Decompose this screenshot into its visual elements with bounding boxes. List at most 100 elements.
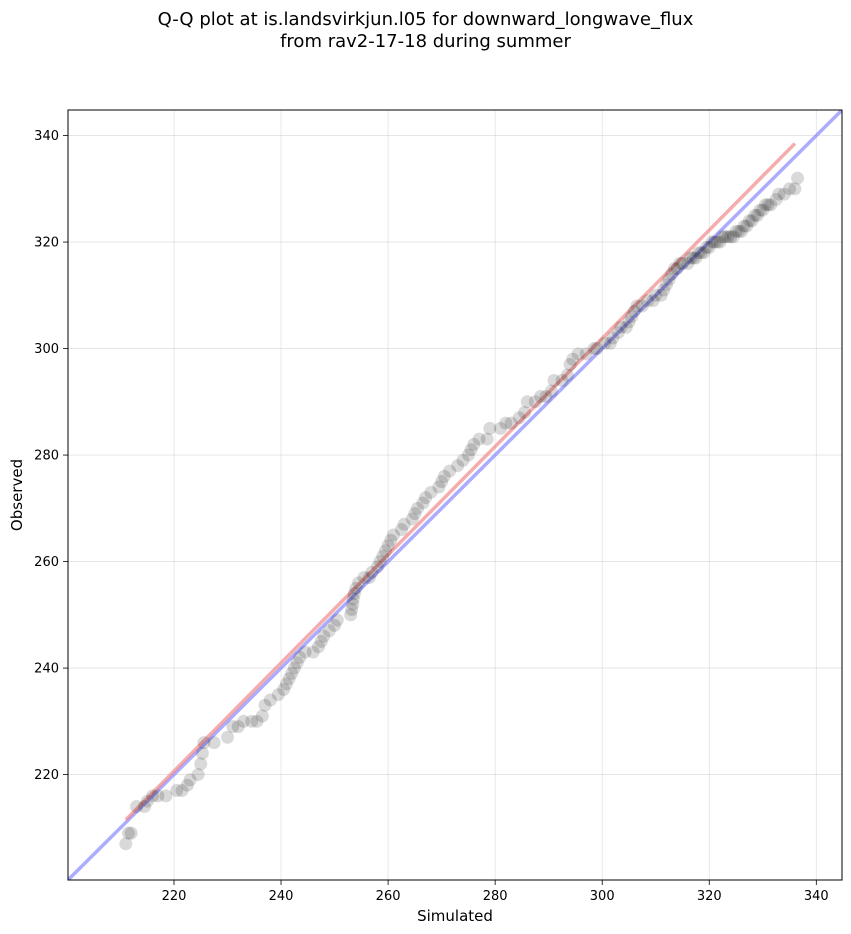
quantile-point [657,283,671,297]
quantile-point [197,736,211,750]
quantile-point [346,597,360,611]
quantile-point [175,784,189,798]
quantile-point [357,571,371,585]
quantile-point [328,618,342,632]
y-tick-label: 260 [34,555,59,570]
x-tick-label: 240 [269,889,294,904]
quantile-point [344,608,358,622]
quantile-point [271,688,285,702]
quantile-point [619,320,633,334]
quantile-point [700,240,714,254]
quantile-point [742,214,756,228]
quantile-point [183,773,197,787]
quantile-point [563,358,577,372]
quantile-point [675,256,689,270]
quantile-point [547,374,561,388]
quantile-point [451,459,465,473]
quantile-point [587,342,601,356]
grid-lines [68,110,842,880]
quantile-point [195,746,209,760]
quantile-point [665,267,679,281]
quantile-point [788,182,802,196]
quantile-point [579,347,593,361]
y-tick-label: 320 [34,236,59,251]
quantile-point [614,320,628,334]
quantile-point [512,411,526,425]
quantile-point [718,230,732,244]
quantile-point [349,581,363,595]
quantile-point [504,416,518,430]
quantile-point [630,299,644,313]
quantile-point [255,709,269,723]
quantile-point [408,507,422,521]
quantile-point [772,187,786,201]
quantile-point [293,650,307,664]
quantile-point [646,294,660,308]
quantile-point [397,517,411,531]
quantile-point [245,714,259,728]
quantile-points [119,171,805,851]
quantile-point [756,203,770,217]
quantile-point [159,789,173,803]
quantile-point [464,443,478,457]
x-tick-label: 320 [697,889,722,904]
quantile-point [282,672,296,686]
quantile-point [753,203,767,217]
y-tick-label: 280 [34,449,59,464]
quantile-point [716,230,730,244]
quantile-point [138,800,152,814]
x-tick-label: 280 [483,889,508,904]
identity-line [68,110,842,880]
quantile-point [124,826,138,840]
quantile-point [622,315,636,329]
quantile-point [250,714,264,728]
quantile-point [625,310,639,324]
quantile-point [748,208,762,222]
quantile-point [345,602,359,616]
quantile-point [194,757,208,771]
quantile-point [697,246,711,260]
y-tick-label: 220 [34,768,59,783]
quantile-point [130,800,144,814]
x-axis-label: Simulated [417,907,493,925]
quantile-point [140,794,154,808]
quantile-point [603,336,617,350]
quantile-point [191,768,205,782]
quantile-point [237,714,251,728]
x-tick-label: 260 [376,889,401,904]
quantile-point [758,198,772,212]
quantile-point [443,464,457,478]
quantile-point [764,198,778,212]
quantile-point [437,469,451,483]
quantile-point [544,384,558,398]
quantile-point [708,235,722,249]
quantile-point [635,299,649,313]
quantile-point [467,437,481,451]
quantile-point [729,224,743,238]
quantile-point [667,262,681,276]
quantile-point [520,395,534,409]
quantile-point [783,182,797,196]
quantile-point [713,235,727,249]
quantile-point [769,192,783,206]
quantile-point [226,720,240,734]
quantile-point [472,432,486,446]
quantile-point [263,693,277,707]
quantile-point [312,640,326,654]
quantile-point [322,624,336,638]
quantile-point [566,352,580,366]
quantile-point [435,475,449,489]
quantile-point [231,720,245,734]
quantile-point [724,230,738,244]
quantile-point [416,496,430,510]
quantile-point [285,666,299,680]
quantile-point [151,789,165,803]
quantile-point [258,698,272,712]
quantile-point [740,219,754,233]
quantile-point [681,256,695,270]
quantile-point [378,544,392,558]
quantile-point [692,246,706,260]
quantile-point [726,230,740,244]
quantile-point [277,682,291,696]
quantile-point [330,613,344,627]
